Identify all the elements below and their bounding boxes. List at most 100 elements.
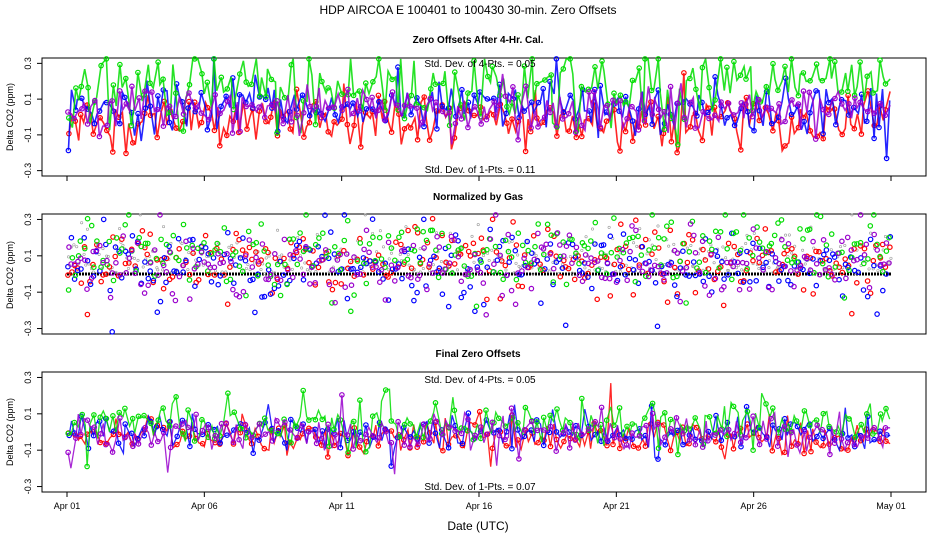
point — [329, 267, 336, 273]
point — [694, 265, 700, 271]
point — [452, 120, 459, 127]
point — [820, 130, 826, 137]
point — [136, 95, 143, 101]
point — [844, 88, 851, 95]
y-tick-label: -0.3 — [23, 479, 33, 495]
point — [426, 137, 433, 144]
point — [820, 410, 827, 417]
point — [157, 298, 164, 305]
point — [720, 302, 727, 309]
point — [581, 242, 588, 249]
point — [870, 90, 876, 96]
point — [513, 242, 520, 248]
point — [341, 237, 348, 244]
point — [122, 405, 128, 412]
point — [214, 240, 221, 247]
point — [611, 215, 617, 221]
point — [712, 261, 716, 265]
point — [768, 248, 775, 254]
point — [611, 271, 617, 277]
point — [77, 255, 84, 262]
point — [135, 441, 142, 447]
point — [877, 253, 883, 260]
point — [87, 281, 94, 288]
point — [567, 56, 574, 62]
point — [256, 104, 262, 110]
point — [382, 428, 389, 435]
point — [509, 234, 515, 241]
point — [201, 259, 208, 265]
point — [569, 236, 575, 243]
point — [294, 261, 301, 268]
point — [867, 267, 871, 271]
point — [540, 414, 547, 421]
point — [303, 243, 309, 250]
point — [356, 88, 363, 94]
point — [604, 102, 611, 109]
point — [746, 286, 753, 292]
panel-normalized-by-gas: Normalized by Gas Delta CO2 (ppm) 0.30.1… — [5, 192, 927, 336]
point — [138, 213, 142, 217]
point — [702, 257, 709, 263]
point — [128, 122, 135, 129]
point — [158, 236, 164, 243]
point — [432, 81, 439, 88]
series-line — [68, 56, 891, 145]
point — [610, 97, 616, 104]
point — [674, 273, 680, 280]
panel-3-frame — [41, 371, 927, 493]
point — [262, 431, 269, 438]
point — [339, 116, 345, 122]
point — [416, 272, 423, 279]
point — [159, 426, 166, 433]
point — [594, 258, 601, 264]
panel-1-y-axis: 0.30.1-0.1-0.3 — [23, 57, 42, 178]
point — [495, 102, 502, 109]
point — [806, 226, 813, 233]
point — [110, 234, 116, 240]
point — [173, 423, 179, 429]
point — [649, 111, 656, 118]
point — [155, 59, 161, 65]
point — [616, 405, 623, 411]
point — [258, 221, 265, 227]
point — [357, 240, 364, 246]
point — [167, 249, 173, 255]
point — [547, 412, 553, 419]
point — [750, 413, 756, 420]
point — [871, 231, 878, 238]
point — [160, 405, 167, 411]
point — [117, 120, 123, 127]
point — [636, 262, 643, 268]
point — [624, 277, 631, 284]
point — [560, 253, 567, 259]
point — [142, 259, 148, 265]
point — [576, 260, 582, 267]
point — [190, 236, 196, 243]
point — [560, 429, 567, 436]
point — [844, 439, 851, 446]
point — [65, 449, 71, 456]
point — [528, 250, 535, 257]
point — [662, 441, 669, 448]
point — [455, 268, 459, 272]
point — [801, 428, 808, 435]
point — [427, 86, 434, 92]
point — [608, 249, 615, 256]
point — [883, 405, 889, 412]
point — [401, 442, 408, 448]
point — [289, 274, 296, 281]
point — [432, 399, 439, 406]
point — [870, 431, 876, 437]
point — [585, 274, 591, 280]
point — [733, 229, 740, 235]
point — [598, 274, 605, 281]
point — [553, 56, 560, 62]
point — [300, 276, 307, 283]
point — [744, 408, 751, 415]
point — [348, 282, 355, 289]
point — [396, 234, 402, 241]
point — [871, 262, 877, 269]
point — [677, 258, 684, 265]
point — [228, 258, 234, 265]
